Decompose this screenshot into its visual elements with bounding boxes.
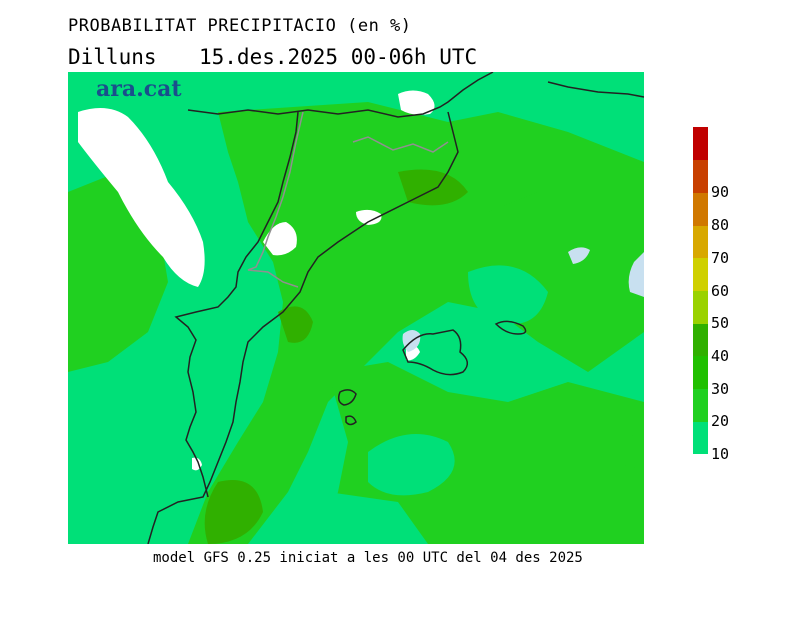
prob-area-light-blue <box>568 247 590 264</box>
prob-area-10-20 <box>318 492 428 544</box>
legend-label: 90 <box>711 183 730 202</box>
island-outline <box>345 415 357 426</box>
legend-label: 60 <box>711 281 730 300</box>
model-info: model GFS 0.25 iniciat a les 00 UTC del … <box>153 550 583 566</box>
legend-bin <box>693 388 708 422</box>
prob-area-30-40 <box>278 306 313 343</box>
prob-area-below-10 <box>78 108 205 287</box>
legend-bin <box>693 355 708 390</box>
coastline <box>547 81 644 98</box>
prob-area-10-20 <box>468 265 548 324</box>
brand-logo[interactable]: ara.cat <box>96 76 182 102</box>
legend-bin <box>693 225 708 259</box>
island-outline <box>494 320 527 335</box>
legend-bin <box>693 290 708 324</box>
prob-area-30-40 <box>204 480 263 544</box>
legend-label: 40 <box>711 346 730 365</box>
legend-label: 20 <box>711 412 730 431</box>
island-outline <box>402 329 469 376</box>
island-outline <box>337 389 357 406</box>
legend-label: 10 <box>711 445 730 463</box>
map-title: PROBABILITAT PRECIPITACIO (en %) <box>68 16 412 36</box>
country-border <box>247 111 304 288</box>
coastline <box>174 111 299 498</box>
map-subtitle: Dilluns 15.des.2025 00-06h UTC <box>68 45 477 69</box>
coastline <box>187 72 494 118</box>
coastline <box>147 111 459 544</box>
prob-area-below-10 <box>356 209 382 225</box>
legend-bin <box>693 323 708 357</box>
prob-area-below-10 <box>398 90 435 115</box>
day-label: Dilluns <box>68 45 157 69</box>
legend-label: 30 <box>711 379 730 398</box>
legend-label: 80 <box>711 216 730 235</box>
legend-bin <box>693 192 708 226</box>
color-legend <box>693 127 708 455</box>
prob-area-20-30 <box>318 362 644 544</box>
precipitation-map[interactable] <box>68 72 644 544</box>
country-border <box>352 136 449 153</box>
prob-area-30-40 <box>398 169 468 206</box>
legend-label: 50 <box>711 314 730 333</box>
legend-bin <box>693 257 708 291</box>
legend-bin <box>693 127 708 161</box>
legend-label: 70 <box>711 248 730 267</box>
prob-area-10-20 <box>368 434 455 496</box>
legend-bin <box>693 159 708 193</box>
legend-bin <box>693 421 708 455</box>
prob-area-20-30 <box>620 432 639 468</box>
prob-area-light-blue <box>628 252 644 297</box>
date-period-label: 15.des.2025 00-06h UTC <box>199 45 478 69</box>
